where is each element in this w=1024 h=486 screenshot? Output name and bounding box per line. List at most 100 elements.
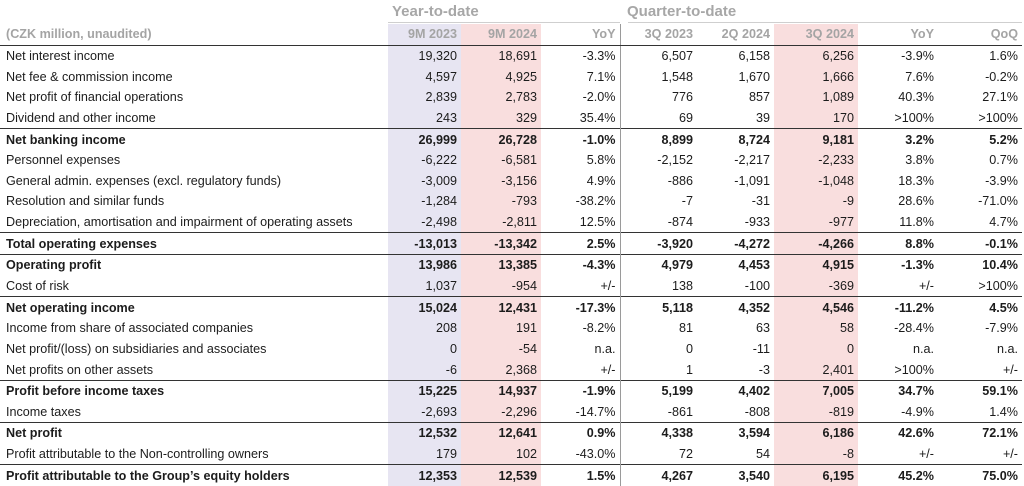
cell-qoq: 75.0% — [938, 464, 1022, 486]
cell-3q-2024: 7,005 — [774, 379, 858, 402]
cell-yoy-qtd: 40.3% — [898, 90, 934, 105]
table-row: Personnel expenses -6,222 -6,581 5.8% -2,152… — [0, 149, 1022, 171]
table-row: Net profit of financial operations 2,839 2… — [0, 86, 1022, 108]
cell-qoq: n.a. — [996, 341, 1018, 356]
cell-9m-2024: 329 — [461, 107, 541, 129]
cell-qoq: 1.6% — [989, 48, 1018, 63]
cell-yoy-ytd: -4.3% — [541, 254, 620, 276]
table-row: Net fee & commission income 4,597 4,925 7.1… — [0, 66, 1022, 87]
cell-3q-2024: 4,546 — [774, 296, 858, 318]
cell-3q-2024: 1,666 — [774, 66, 858, 87]
row-label: Net banking income — [0, 128, 388, 150]
cell-yoy-ytd: 2.5% — [541, 232, 620, 255]
cell-3q-2023: -886 — [619, 170, 697, 192]
cell-yoy-ytd: -3.3% — [582, 48, 616, 63]
column-header-3q-2024: 3Q 2024 — [774, 24, 858, 46]
table-row: General admin. expenses (excl. regulator… — [0, 170, 1022, 192]
cell-qoq: 1.4% — [989, 404, 1018, 419]
cell-9m-2023: 1,037 — [388, 275, 461, 297]
cell-qoq: 0.7% — [989, 153, 1018, 168]
group-divider-qtd — [628, 22, 1022, 23]
row-label: Cost of risk — [6, 279, 69, 293]
cell-3q-2023: 6,507 — [619, 45, 697, 67]
row-label: Net profits on other assets — [6, 362, 153, 377]
table-row: Net profit/(loss) on subsidiaries and as… — [0, 338, 1022, 360]
cell-2q-2024: 4,352 — [697, 296, 774, 318]
cell-9m-2023: 243 — [388, 107, 461, 129]
cell-2q-2024: -4,272 — [697, 232, 774, 255]
cell-3q-2023: 81 — [619, 317, 697, 339]
cell-9m-2024: -54 — [461, 338, 541, 360]
cell-2q-2024: 63 — [755, 321, 770, 336]
cell-yoy-ytd: +/- — [600, 362, 616, 377]
cell-3q-2024: 6,186 — [774, 422, 858, 444]
cell-qoq: >100% — [978, 279, 1018, 293]
group-label-quarter-to-date: Quarter-to-date — [627, 2, 737, 20]
cell-yoy-qtd: n.a. — [912, 341, 934, 356]
table-row: Profit before income taxes 15,225 14,937 -1… — [0, 379, 1022, 402]
column-header-3q-2023: 3Q 2023 — [619, 24, 697, 46]
cell-3q-2023: 0 — [619, 338, 697, 360]
cell-yoy-ytd: -43.0% — [575, 447, 616, 462]
table-row: Profit attributable to the Group’s equit… — [0, 464, 1022, 486]
cell-9m-2023: 12,353 — [388, 464, 461, 486]
income-statement-table: (CZK million, unaudited) 9M 2023 9M 2024… — [0, 24, 1022, 486]
cell-9m-2024: -954 — [461, 275, 541, 297]
cell-9m-2023: -6,222 — [388, 149, 461, 171]
group-label-year-to-date: Year-to-date — [392, 2, 479, 20]
cell-yoy-qtd: -1.3% — [858, 254, 938, 276]
cell-3q-2023: -874 — [619, 211, 697, 233]
cell-yoy-qtd: 45.2% — [858, 464, 938, 486]
cell-9m-2024: -6,581 — [461, 149, 541, 171]
cell-qoq: +/- — [1002, 447, 1018, 462]
cell-3q-2023: 4,267 — [619, 464, 697, 486]
cell-2q-2024: -3 — [758, 362, 770, 377]
cell-yoy-ytd: -17.3% — [541, 296, 620, 318]
cell-yoy-qtd: 28.6% — [898, 194, 934, 209]
cell-3q-2024: 9,181 — [774, 128, 858, 150]
cell-3q-2024: -8 — [774, 443, 858, 465]
cell-3q-2023: 1,548 — [619, 66, 697, 87]
table-row: Dividend and other income 243 329 35.4% 69 39… — [0, 107, 1022, 129]
cell-yoy-qtd: 3.8% — [905, 153, 934, 168]
cell-9m-2023: 0 — [388, 338, 461, 360]
cell-qoq: +/- — [1002, 362, 1018, 377]
row-label: Net profit/(loss) on subsidiaries and as… — [6, 341, 267, 356]
column-header-9m-2023: 9M 2023 — [388, 24, 461, 46]
cell-2q-2024: 39 — [755, 110, 770, 125]
cell-9m-2023: 15,024 — [388, 296, 461, 318]
cell-3q-2023: 5,118 — [619, 296, 697, 318]
cell-3q-2024: 6,195 — [774, 464, 858, 486]
cell-yoy-ytd: -1.0% — [541, 128, 620, 150]
cell-3q-2024: -819 — [774, 401, 858, 423]
cell-2q-2024: -808 — [744, 404, 770, 419]
cell-3q-2024: 4,915 — [774, 254, 858, 276]
cell-yoy-ytd: -2.0% — [582, 90, 616, 105]
cell-9m-2024: 102 — [461, 443, 541, 465]
cell-9m-2024: 2,783 — [461, 86, 541, 108]
cell-2q-2024: 8,724 — [697, 128, 774, 150]
cell-qoq: -3.9% — [985, 173, 1018, 188]
table-row: Cost of risk 1,037 -954 +/- 138 -100 -369 +/- >1… — [0, 275, 1022, 297]
cell-9m-2024: 13,385 — [461, 254, 541, 276]
cell-3q-2023: -3,920 — [619, 232, 697, 255]
cell-9m-2024: -13,342 — [461, 232, 541, 255]
cell-2q-2024: 857 — [748, 90, 770, 105]
cell-2q-2024: 1,670 — [738, 69, 770, 84]
cell-9m-2024: -2,811 — [461, 211, 541, 233]
row-label: General admin. expenses (excl. regulator… — [6, 173, 282, 188]
cell-yoy-qtd: 34.7% — [858, 379, 938, 402]
row-label: Depreciation, amortisation and impairmen… — [6, 215, 353, 230]
column-header-qoq: QoQ — [938, 24, 1022, 46]
row-label: Profit attributable to the Non-controlli… — [6, 447, 269, 462]
cell-3q-2024: 1,089 — [774, 86, 858, 108]
cell-9m-2023: -6 — [388, 359, 461, 381]
cell-3q-2023: 72 — [619, 443, 697, 465]
row-label: Net profit of financial operations — [6, 90, 184, 105]
cell-2q-2024: 3,540 — [697, 464, 774, 486]
cell-9m-2024: 12,539 — [461, 464, 541, 486]
cell-yoy-ytd: 4.9% — [586, 173, 616, 188]
cell-yoy-ytd: -8.2% — [582, 321, 616, 336]
row-label: Resolution and similar funds — [6, 194, 165, 209]
cell-yoy-ytd: -38.2% — [575, 194, 616, 209]
